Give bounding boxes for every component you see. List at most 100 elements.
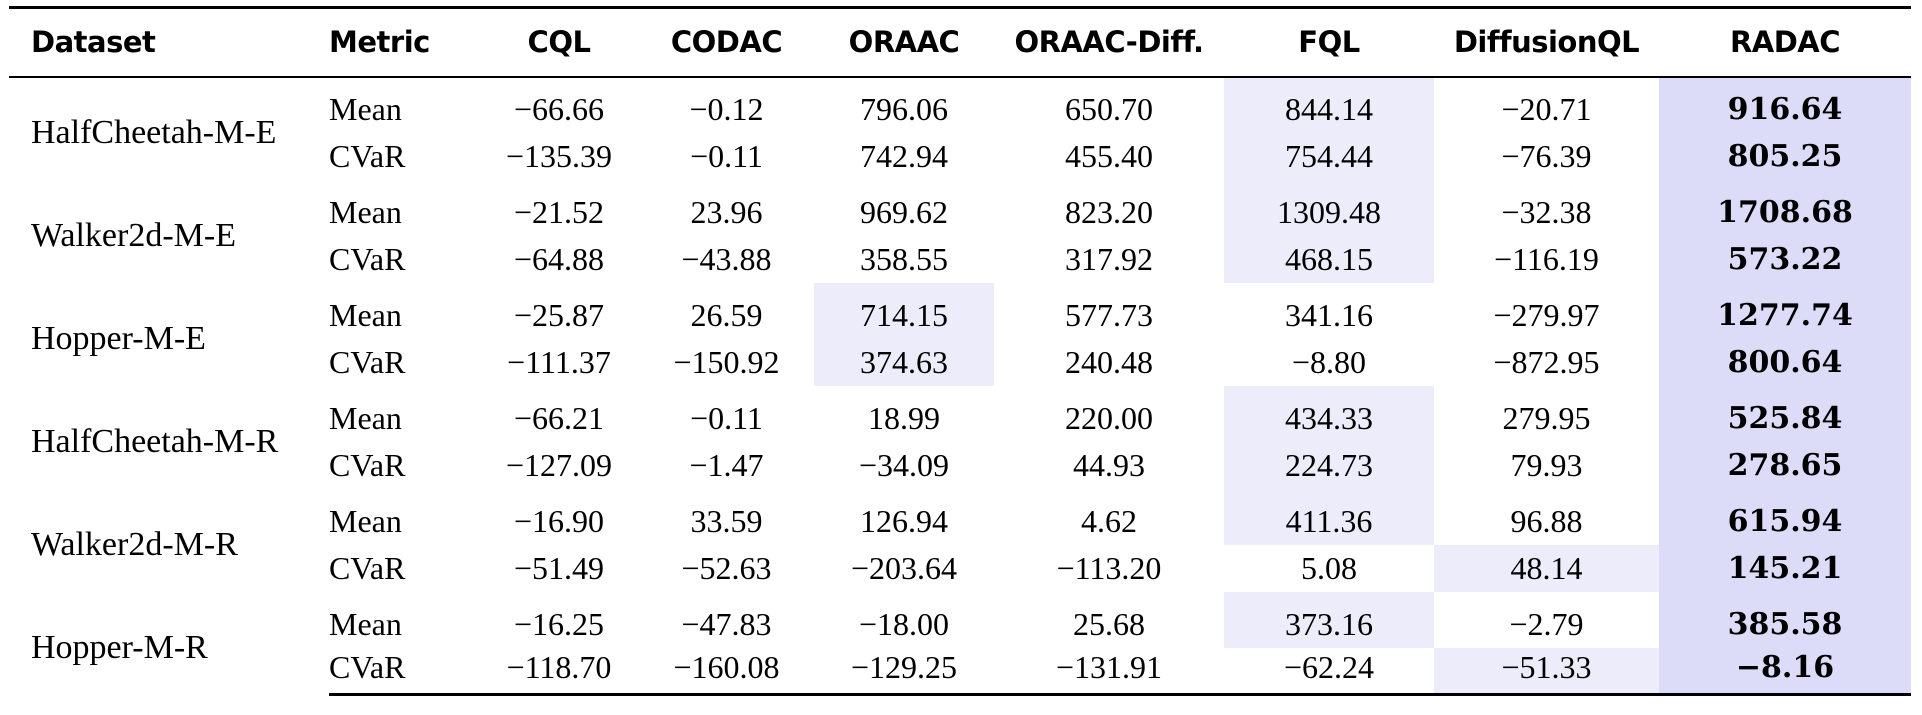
- value-cql: −51.49: [513, 549, 605, 586]
- header-row: Dataset Metric CQL CODAC ORAAC ORAAC-Dif…: [9, 6, 1911, 78]
- header-cql: CQL: [479, 6, 639, 78]
- value-diffusionql: −279.97: [1493, 296, 1600, 333]
- value-radac: 916.64: [1659, 76, 1911, 133]
- value-oraac-diff: 455.40: [1065, 137, 1153, 174]
- value-oraac: 714.15: [814, 282, 994, 339]
- value-oraac: −129.25: [814, 647, 994, 696]
- value-oraac-diff: 240.48: [1065, 343, 1153, 380]
- value-radac: 525.84: [1659, 385, 1911, 442]
- value-codac: −47.83: [681, 605, 772, 642]
- value-diffusionql: 279.95: [1502, 399, 1591, 436]
- dataset-name: Walker2d-M-E: [31, 216, 236, 254]
- metric-label: Mean: [329, 605, 402, 642]
- metric-label: CVaR: [329, 343, 406, 380]
- value-oraac-diff: −113.20: [1056, 549, 1162, 586]
- header-metric: Metric: [329, 6, 479, 78]
- value-fql: 468.15: [1224, 235, 1434, 283]
- value-diffusionql: −20.71: [1501, 91, 1592, 127]
- results-table: Dataset Metric CQL CODAC ORAAC ORAAC-Dif…: [9, 6, 1911, 696]
- value-radac: 145.21: [1659, 544, 1911, 592]
- value-fql: 373.16: [1224, 591, 1434, 648]
- value-fql: 224.73: [1224, 441, 1434, 489]
- table-row: CVaR −51.49 −52.63 −203.64 −113.20 5.08 48.14 1…: [9, 544, 1911, 592]
- header-fql: FQL: [1224, 6, 1434, 78]
- dataset-name: HalfCheetah-M-R: [31, 422, 279, 460]
- value-diffusionql: −32.38: [1501, 193, 1592, 230]
- header-oraac: ORAAC: [814, 6, 994, 78]
- value-oraac-diff: 220.00: [1065, 399, 1153, 436]
- table-row: CVaR −118.70 −160.08 −129.25 −131.91 −62.24 −5…: [9, 647, 1911, 696]
- value-diffusionql: −76.39: [1501, 137, 1592, 174]
- value-radac: 1277.74: [1659, 282, 1911, 339]
- table-row: HalfCheetah-M-R Mean −66.21 −0.11 18.99 220.0…: [9, 385, 1911, 460]
- table-row: CVaR −127.09 −1.47 −34.09 44.93 224.73 79.93 27…: [9, 441, 1911, 489]
- table-row: Walker2d-M-E Mean −21.52 23.96 969.62 823.20 1…: [9, 179, 1911, 254]
- value-oraac-diff: 317.92: [1065, 240, 1153, 277]
- value-cql: −118.70: [479, 647, 639, 696]
- value-oraac: 126.94: [860, 502, 948, 539]
- value-codac: −160.08: [639, 647, 814, 696]
- value-codac: −150.92: [673, 343, 780, 380]
- value-cql: −66.66: [513, 91, 605, 127]
- value-codac: 23.96: [690, 193, 763, 230]
- table-row: Walker2d-M-R Mean −16.90 33.59 126.94 4.62 411…: [9, 488, 1911, 563]
- metric-label: Mean: [329, 502, 402, 539]
- table-row: Hopper-M-R Mean −16.25 −47.83 −18.00 25.68 373…: [9, 591, 1911, 666]
- value-radac: 805.25: [1659, 132, 1911, 180]
- value-oraac-diff: 44.93: [1073, 446, 1145, 483]
- value-fql: −62.24: [1224, 647, 1434, 696]
- value-cql: −16.25: [513, 605, 605, 642]
- value-oraac: 796.06: [860, 91, 948, 127]
- value-diffusionql: −2.79: [1509, 605, 1584, 642]
- metric-label: CVaR: [329, 647, 479, 696]
- value-oraac: 969.62: [860, 193, 948, 230]
- value-radac: −8.16: [1659, 647, 1911, 696]
- value-oraac-diff: −131.91: [994, 647, 1224, 696]
- value-oraac: 358.55: [860, 240, 948, 277]
- value-codac: −0.11: [690, 137, 763, 174]
- value-oraac: −18.00: [858, 605, 950, 642]
- value-fql: 754.44: [1224, 132, 1434, 180]
- value-fql: 341.16: [1285, 296, 1373, 333]
- value-fql: 1309.48: [1224, 179, 1434, 236]
- header-radac: RADAC: [1659, 6, 1911, 78]
- metric-label: CVaR: [329, 549, 406, 586]
- value-codac: 33.59: [690, 502, 763, 539]
- table-row: HalfCheetah-M-E Mean −66.66 −0.12 796.06 650.…: [9, 76, 1911, 151]
- value-fql: 844.14: [1224, 76, 1434, 133]
- value-diffusionql: 79.93: [1510, 446, 1583, 483]
- value-fql: −8.80: [1291, 343, 1367, 380]
- value-oraac-diff: 577.73: [1065, 296, 1153, 333]
- value-codac: −0.12: [689, 91, 764, 127]
- value-fql: 5.08: [1301, 549, 1357, 586]
- value-oraac: 374.63: [814, 338, 994, 386]
- value-cql: −135.39: [505, 137, 613, 174]
- table-row: Hopper-M-E Mean −25.87 26.59 714.15 577.73 341…: [9, 282, 1911, 357]
- table-row: CVaR −135.39 −0.11 742.94 455.40 754.44 −76.39…: [9, 132, 1911, 180]
- value-cql: −16.90: [513, 502, 605, 539]
- header-codac: CODAC: [639, 6, 814, 78]
- value-cql: −25.87: [513, 296, 605, 333]
- value-oraac-diff: 4.62: [1081, 502, 1137, 539]
- value-codac: −52.63: [681, 549, 772, 586]
- value-radac: 800.64: [1659, 338, 1911, 386]
- dataset-name: Hopper-M-R: [31, 628, 208, 666]
- table-row: CVaR −64.88 −43.88 358.55 317.92 468.15 −116.1…: [9, 235, 1911, 283]
- value-oraac-diff: 25.68: [1073, 605, 1145, 642]
- value-diffusionql: 48.14: [1434, 544, 1659, 592]
- value-oraac-diff: 823.20: [1065, 193, 1153, 230]
- metric-label: Mean: [329, 193, 402, 230]
- value-codac: −43.88: [681, 240, 772, 277]
- metric-label: Mean: [329, 296, 402, 333]
- value-cql: −111.37: [507, 343, 611, 380]
- value-codac: −1.47: [689, 446, 764, 483]
- header-diffusionql: DiffusionQL: [1434, 6, 1659, 78]
- value-radac: 278.65: [1659, 441, 1911, 489]
- value-cql: −66.21: [513, 399, 605, 436]
- value-radac: 1708.68: [1659, 179, 1911, 236]
- value-diffusionql: −872.95: [1493, 343, 1600, 380]
- value-diffusionql: −116.19: [1494, 240, 1599, 277]
- header-oraac-diff: ORAAC-Diff.: [994, 6, 1224, 78]
- value-codac: −0.11: [690, 399, 763, 436]
- value-radac: 385.58: [1659, 591, 1911, 648]
